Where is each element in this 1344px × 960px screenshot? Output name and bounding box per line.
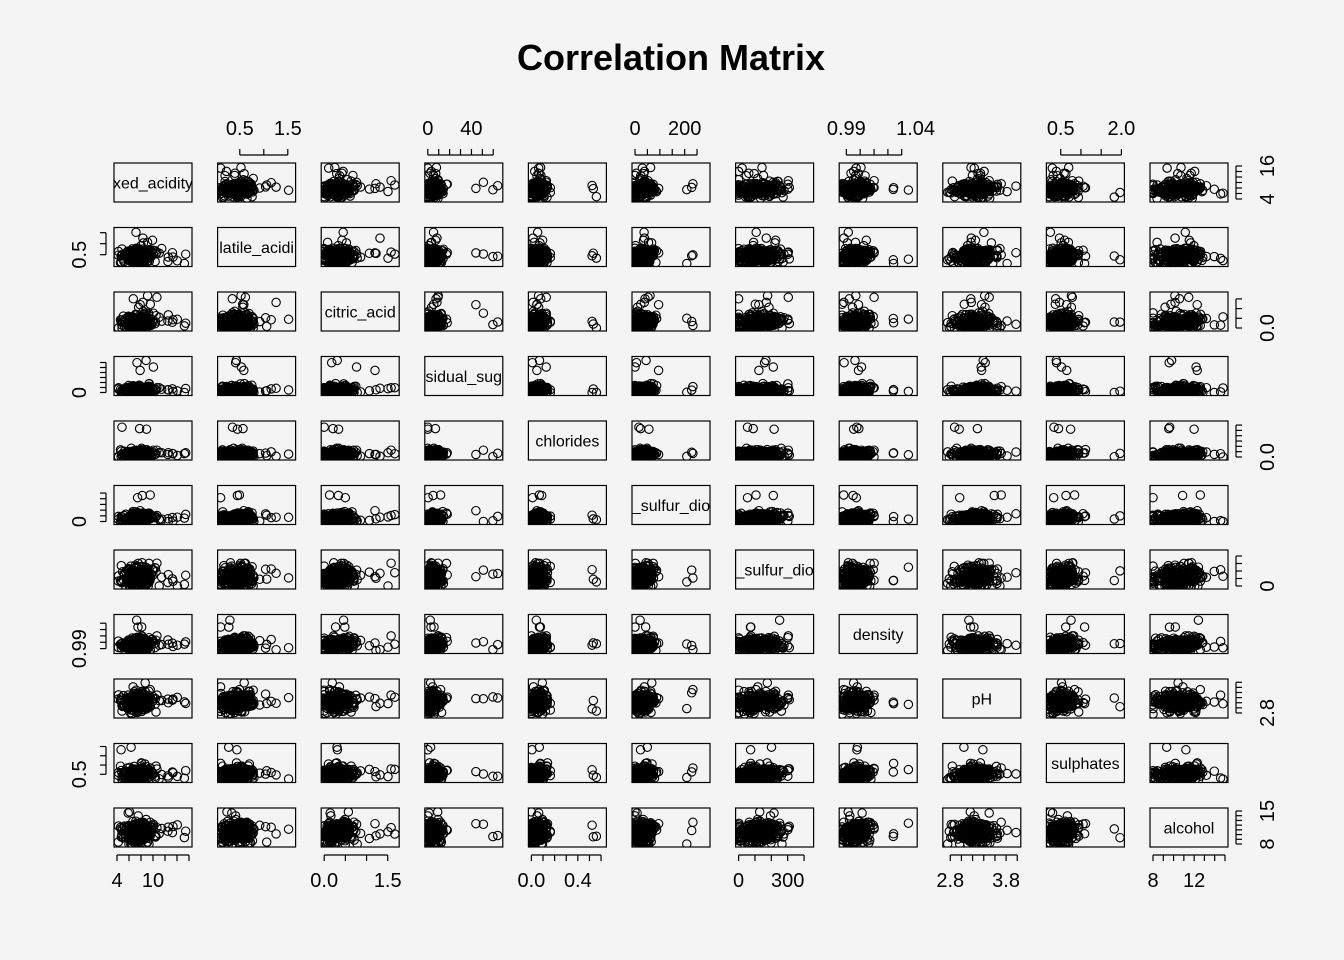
panel-volatile_acidity-vs-chlorides bbox=[527, 228, 606, 268]
panel-volatile_acidity-vs-alcohol bbox=[1149, 228, 1228, 268]
point bbox=[1046, 228, 1054, 236]
point bbox=[472, 184, 480, 192]
point bbox=[758, 163, 766, 171]
point bbox=[284, 186, 292, 194]
panel-volatile_acidity-vs-volatile_acidity: latile_acidi bbox=[218, 228, 296, 267]
panel-fixed_acidity-vs-sulphates bbox=[1045, 163, 1124, 203]
panel-volatile_acidity-vs-total_sulfur_dioxide bbox=[734, 228, 813, 268]
point bbox=[132, 228, 140, 236]
variable-label: latile_acidi bbox=[219, 240, 294, 257]
point bbox=[1116, 188, 1124, 196]
panel-fixed_acidity-vs-volatile_acidity bbox=[216, 163, 295, 203]
point bbox=[1110, 193, 1118, 201]
point bbox=[1012, 249, 1020, 257]
point bbox=[742, 172, 750, 180]
panel-fixed_acidity-vs-chlorides bbox=[527, 163, 606, 203]
point bbox=[534, 228, 542, 236]
point bbox=[182, 250, 190, 258]
chart-title: Correlation Matrix bbox=[517, 37, 825, 78]
panel-fixed_acidity-vs-fixed_acidity: xed_acidity bbox=[113, 163, 193, 202]
point bbox=[592, 193, 600, 201]
point bbox=[640, 228, 648, 236]
panel-fixed_acidity-vs-total_sulfur_dioxide bbox=[734, 163, 813, 203]
point bbox=[1163, 164, 1171, 172]
point bbox=[762, 234, 770, 242]
panel-fixed_acidity-vs-pH bbox=[943, 163, 1021, 203]
variable-label: xed_acidity bbox=[113, 176, 193, 193]
point bbox=[904, 255, 912, 263]
point bbox=[494, 252, 502, 260]
point bbox=[996, 244, 1004, 252]
point bbox=[980, 228, 988, 236]
panel-fixed_acidity-vs-free_sulfur_dioxide bbox=[631, 163, 710, 203]
panel-fixed_acidity-vs-citric_acid bbox=[320, 163, 399, 203]
panel-volatile_acidity-vs-pH bbox=[943, 228, 1021, 268]
point bbox=[376, 234, 384, 242]
panel-volatile_acidity-vs-citric_acid bbox=[320, 228, 399, 268]
point bbox=[904, 186, 912, 194]
point bbox=[272, 183, 280, 191]
panel-fixed_acidity-vs-density bbox=[838, 163, 917, 203]
point bbox=[339, 228, 347, 236]
point bbox=[646, 163, 654, 171]
point bbox=[1012, 182, 1020, 190]
panel-volatile_acidity-vs-fixed_acidity bbox=[114, 228, 192, 268]
point bbox=[683, 185, 691, 193]
point bbox=[589, 184, 597, 192]
panel-fixed_acidity-vs-residual_sugar bbox=[424, 163, 503, 203]
panel-volatile_acidity-vs-density bbox=[838, 228, 917, 268]
panels: xed_aciditylatile_acidicitric_acidsidual… bbox=[113, 163, 1228, 848]
panel-volatile_acidity-vs-free_sulfur_dioxide bbox=[631, 228, 710, 268]
point bbox=[148, 236, 156, 244]
point bbox=[349, 171, 357, 179]
point bbox=[384, 187, 392, 195]
panel-fixed_acidity-vs-alcohol bbox=[1149, 163, 1228, 203]
point bbox=[862, 236, 870, 244]
point bbox=[479, 178, 487, 186]
point bbox=[752, 228, 760, 236]
point bbox=[844, 228, 852, 236]
panel-volatile_acidity-vs-residual_sugar bbox=[424, 228, 503, 268]
panel-volatile_acidity-vs-sulphates bbox=[1045, 228, 1124, 268]
